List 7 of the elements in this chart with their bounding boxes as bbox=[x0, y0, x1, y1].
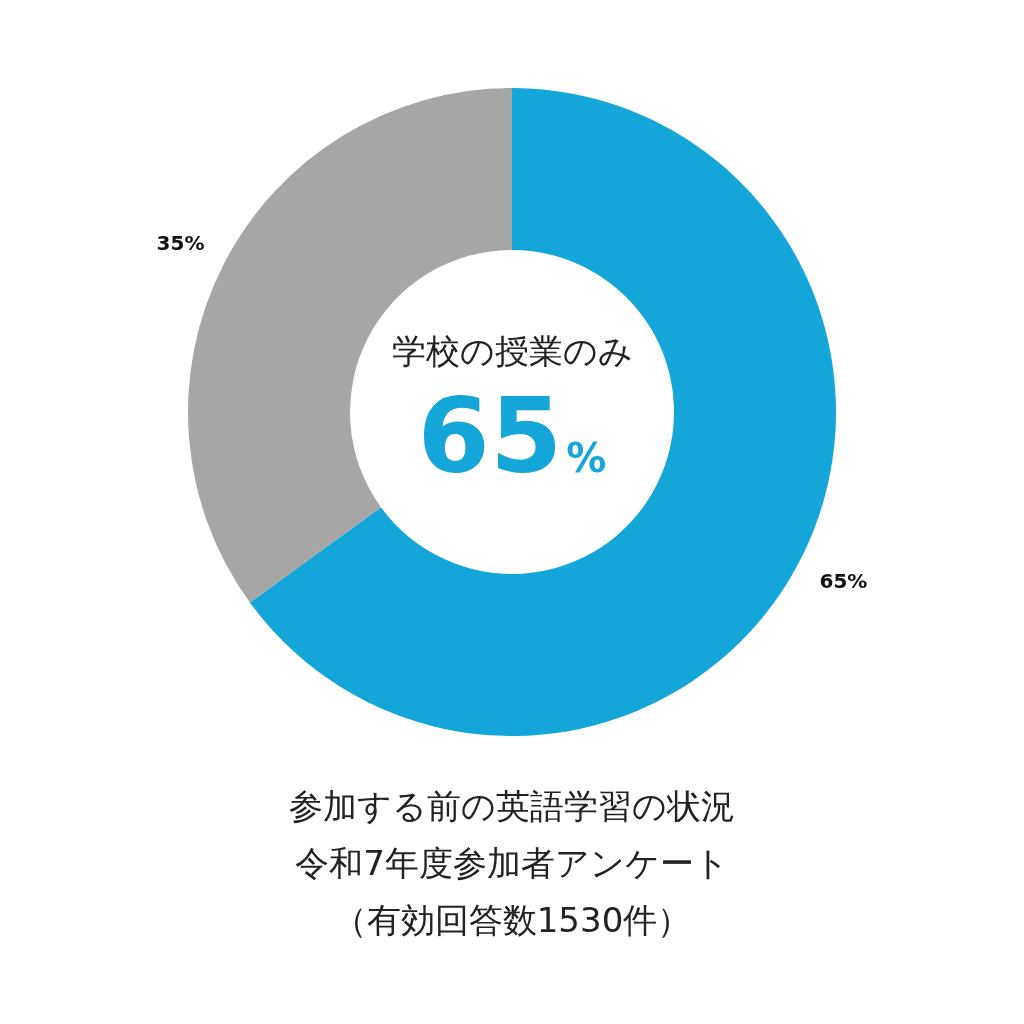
text: （有効回答数1530件） bbox=[332, 900, 692, 940]
text: 令和7年度参加者アンケート bbox=[295, 843, 729, 883]
text: 参加する前の英語学習の状況 bbox=[289, 786, 735, 826]
data-label: 35% bbox=[156, 231, 205, 256]
text: 65% bbox=[417, 375, 607, 497]
data-label: 65% bbox=[819, 568, 868, 593]
slice-label: 学校の授業のみ bbox=[391, 331, 633, 371]
